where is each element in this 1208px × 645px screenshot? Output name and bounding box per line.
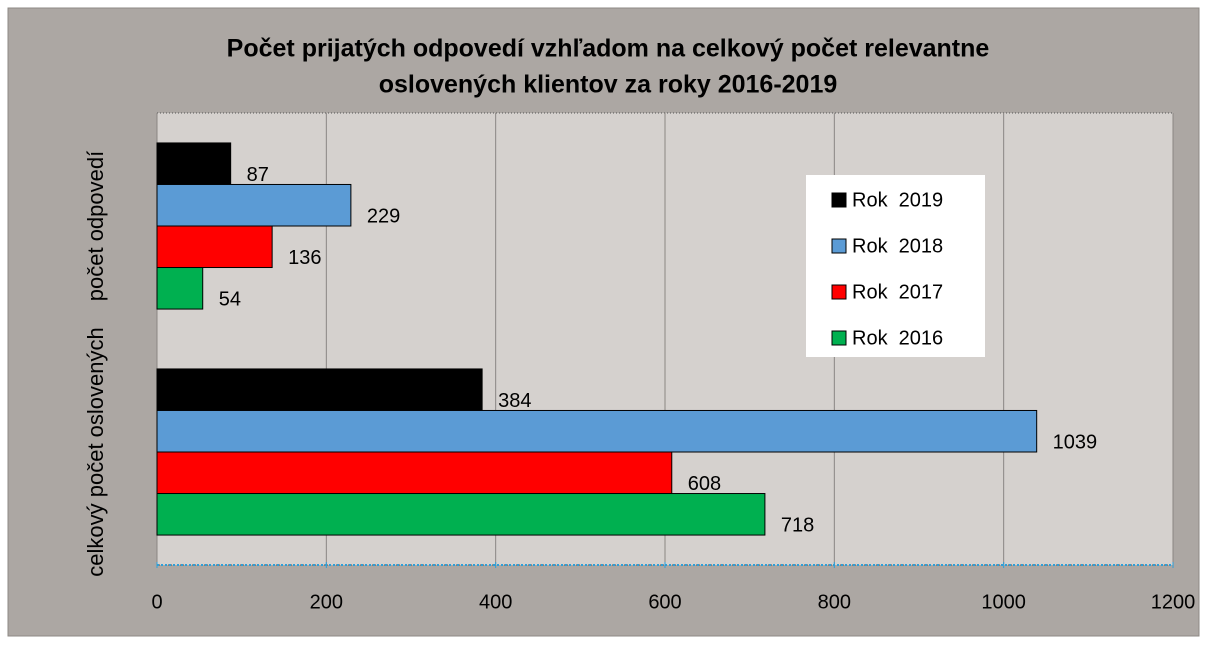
- legend-swatch: [831, 284, 847, 300]
- x-tick-label: 600: [648, 591, 681, 613]
- x-tick-label: 400: [479, 591, 512, 613]
- data-label: 87: [247, 164, 269, 186]
- legend-label: Rok 2016: [852, 327, 943, 349]
- bar: [156, 493, 766, 536]
- chart-title: oslovených klientov za roky 2016-2019: [379, 71, 838, 99]
- chart-title: Počet prijatých odpovedí vzhľadom na cel…: [227, 35, 990, 63]
- data-label: 718: [781, 515, 814, 537]
- bar: [156, 183, 352, 227]
- x-tick-label: 800: [818, 591, 851, 613]
- y-category-label: celkový počet oslovených: [83, 327, 108, 576]
- data-label: 1039: [1053, 432, 1098, 454]
- legend-swatch: [831, 330, 847, 346]
- bar: [156, 451, 673, 495]
- bar: [156, 225, 273, 269]
- data-label: 384: [498, 390, 531, 412]
- data-label: 54: [219, 289, 241, 311]
- data-label: 229: [367, 206, 400, 228]
- legend-label: Rok 2018: [852, 235, 943, 257]
- data-label: 608: [688, 473, 721, 495]
- x-tick-label: 200: [310, 591, 343, 613]
- x-tick-label: 1000: [981, 591, 1026, 613]
- legend-swatch: [831, 238, 847, 254]
- bar: [156, 267, 204, 310]
- x-tick-label: 1200: [1151, 591, 1196, 613]
- legend-label: Rok 2017: [852, 281, 943, 303]
- legend-swatch: [831, 192, 847, 208]
- y-category-label: počet odpovedí: [83, 151, 108, 301]
- x-tick-label: 0: [151, 591, 162, 613]
- bar: [156, 368, 483, 411]
- bar: [156, 409, 1038, 453]
- data-label: 136: [288, 247, 321, 269]
- bar: [156, 142, 232, 185]
- legend-label: Rok 2019: [852, 189, 943, 211]
